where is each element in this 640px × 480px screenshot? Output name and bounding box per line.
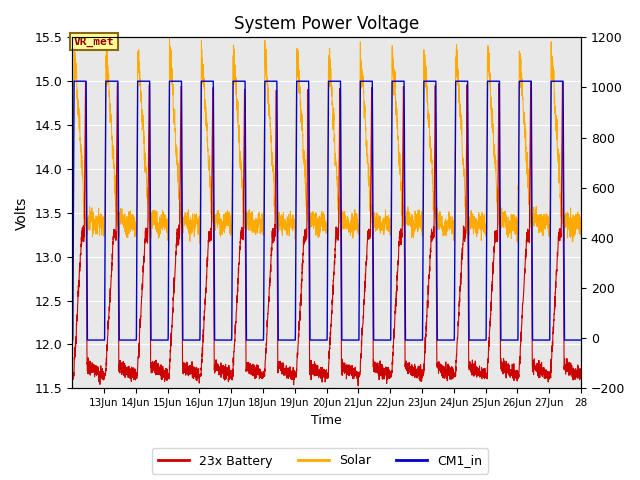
Legend: 23x Battery, Solar, CM1_in: 23x Battery, Solar, CM1_in: [152, 448, 488, 474]
Title: System Power Voltage: System Power Voltage: [234, 15, 419, 33]
X-axis label: Time: Time: [311, 414, 342, 427]
Y-axis label: Volts: Volts: [15, 196, 29, 229]
Text: VR_met: VR_met: [74, 36, 115, 47]
